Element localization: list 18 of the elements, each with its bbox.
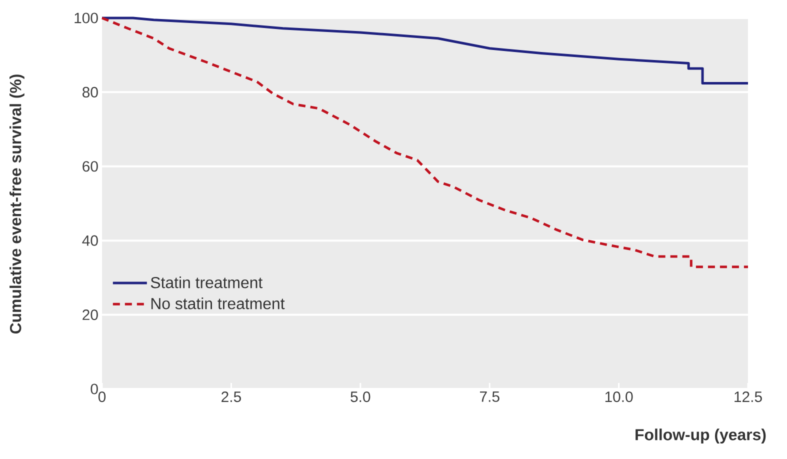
y-tick-label: 60 (82, 161, 98, 172)
y-tick-label: 100 (74, 12, 98, 24)
x-tick-label: 2.5 (222, 392, 241, 402)
y-tick-label: 80 (82, 86, 98, 98)
x-tick-label: 0 (98, 392, 106, 402)
legend-label: Statin treatment (150, 276, 263, 288)
y-axis-title: Cumulative event-free survival (%) (10, 74, 24, 334)
line-series (100, 16, 750, 268)
y-tick-label: 0 (90, 384, 98, 394)
x-tick-label: 12.5 (734, 392, 762, 402)
x-tick-label: 7.5 (480, 392, 500, 402)
line-series (100, 16, 750, 85)
x-tick-label: 5.0 (350, 392, 370, 402)
x-axis-title: Follow-up (years) (636, 428, 766, 444)
y-tick-label: 40 (82, 235, 98, 246)
legend-label: No statin treatment (151, 298, 285, 310)
y-tick-label: 20 (82, 309, 98, 320)
x-tick-label: 10.0 (605, 392, 633, 402)
